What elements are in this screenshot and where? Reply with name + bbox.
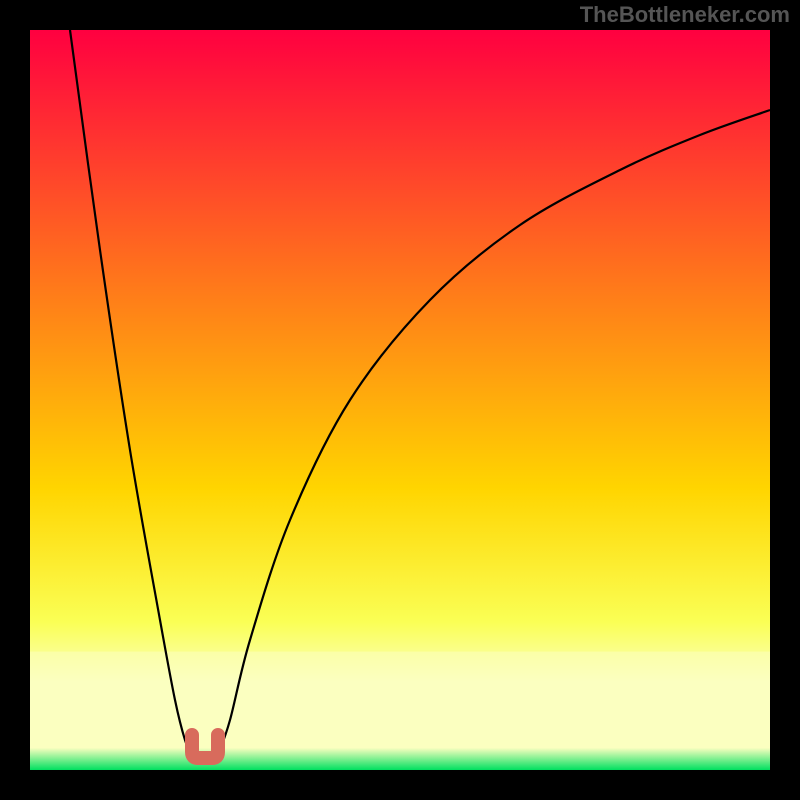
chart-frame: TheBottleneker.com [0,0,800,800]
watermark-text: TheBottleneker.com [580,2,790,28]
light-band [30,652,770,726]
chart-svg [0,0,800,800]
